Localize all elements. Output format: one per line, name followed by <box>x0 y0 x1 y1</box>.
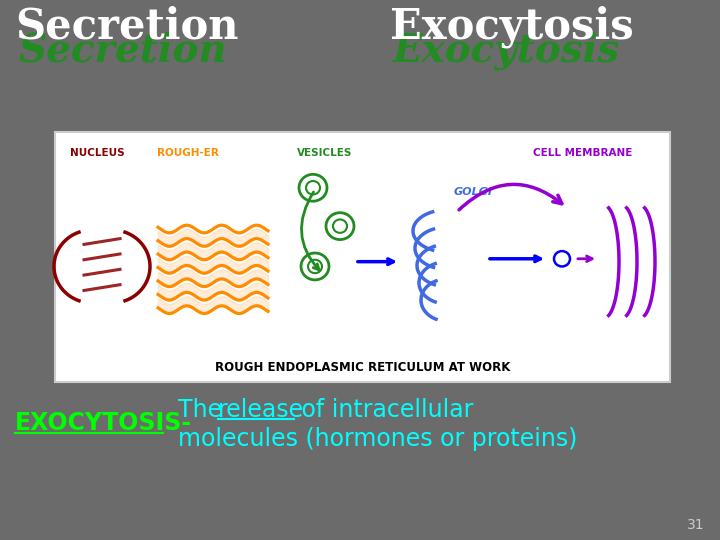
Text: VESICLES: VESICLES <box>297 148 353 158</box>
Text: ROUGH ENDOPLASMIC RETICULUM AT WORK: ROUGH ENDOPLASMIC RETICULUM AT WORK <box>215 361 510 374</box>
Text: Secretion: Secretion <box>15 5 238 48</box>
Text: CELL MEMBRANE: CELL MEMBRANE <box>534 148 633 158</box>
Text: GOLGI: GOLGI <box>454 187 492 197</box>
Text: of intracellular: of intracellular <box>294 399 473 422</box>
Text: Secretion: Secretion <box>18 32 227 70</box>
Text: Exocytosis: Exocytosis <box>393 31 620 70</box>
Text: ROUGH-ER: ROUGH-ER <box>157 148 219 158</box>
Text: 31: 31 <box>688 518 705 532</box>
Text: EXOCYTOSIS-: EXOCYTOSIS- <box>15 411 192 435</box>
Text: Exocytosis: Exocytosis <box>390 5 634 48</box>
Text: The: The <box>178 399 230 422</box>
Text: release: release <box>218 399 304 422</box>
Text: NUCLEUS: NUCLEUS <box>70 148 125 158</box>
Text: molecules (hormones or proteins): molecules (hormones or proteins) <box>178 427 577 451</box>
FancyBboxPatch shape <box>55 132 670 382</box>
FancyArrowPatch shape <box>459 184 562 210</box>
